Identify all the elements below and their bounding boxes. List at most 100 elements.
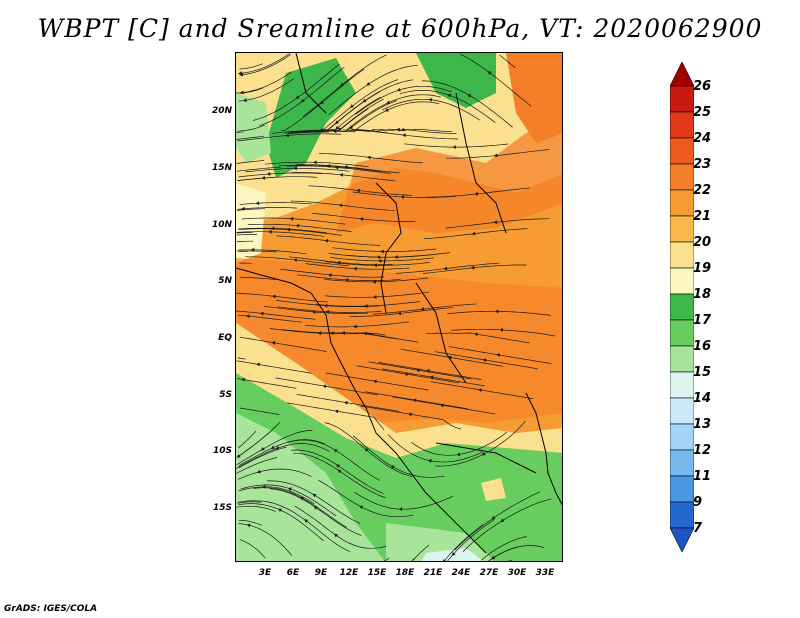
streamline	[324, 79, 414, 130]
streamline	[247, 223, 352, 232]
streamline	[328, 253, 433, 258]
streamline	[305, 263, 410, 270]
colorbar-bottom-triangle	[670, 527, 694, 553]
streamline-arrow	[384, 108, 389, 112]
streamline	[239, 407, 280, 415]
streamline	[365, 391, 468, 410]
streamline-arrow	[363, 331, 368, 336]
colorbar-label: 17	[693, 313, 712, 328]
streamline	[399, 89, 496, 123]
streamline-arrow	[270, 445, 275, 450]
streamline-arrow	[293, 258, 297, 262]
lon-label-18e: 18E	[395, 568, 415, 578]
streamline	[238, 78, 295, 102]
streamline-arrow	[343, 165, 348, 169]
streamline-arrow	[320, 100, 325, 105]
lightgreen-nw-patch	[236, 93, 271, 163]
streamline	[411, 544, 430, 561]
streamline-arrow	[452, 145, 456, 150]
streamline	[275, 377, 378, 396]
colorbar-box	[670, 397, 694, 425]
streamline-arrow	[334, 409, 339, 414]
streamline	[426, 332, 530, 344]
colorbar-label: 15	[693, 365, 712, 380]
streamline	[332, 247, 437, 252]
streamline	[291, 172, 396, 182]
streamline-arrow	[287, 487, 292, 492]
colorbar-box	[670, 293, 694, 321]
streamline-arrow	[467, 94, 472, 98]
streamline	[259, 66, 345, 127]
colorbar-box	[670, 345, 694, 373]
streamline-arrow	[420, 307, 425, 311]
streamline-arrow	[299, 496, 304, 501]
streamline	[294, 505, 387, 549]
chart-title: WBPT [C] and Sreamline at 600hPa, VT: 20…	[37, 14, 763, 43]
streamline	[499, 54, 516, 69]
streamline-arrow	[415, 368, 420, 373]
streamline-arrow	[390, 465, 395, 469]
colorbar-label: 7	[693, 521, 703, 536]
colorbar-label: 12	[693, 443, 712, 458]
streamline-arrow	[333, 533, 338, 538]
streamline	[286, 165, 391, 174]
streamline	[236, 292, 328, 303]
colorbar-box	[670, 475, 694, 503]
streamline-arrow	[317, 331, 322, 336]
streamline-arrow	[443, 266, 448, 271]
streamline-arrow	[335, 125, 340, 130]
streamline	[360, 405, 462, 430]
streamline-arrow	[272, 294, 276, 299]
streamline	[260, 500, 350, 552]
streamline-arrow	[242, 98, 247, 103]
colorbar-label: 19	[693, 261, 712, 276]
streamline	[239, 54, 291, 76]
streamline-arrow	[334, 165, 339, 170]
lat-label-eq: EQ	[218, 333, 232, 343]
colorbar-label: 21	[693, 209, 712, 224]
streamline-arrow	[295, 95, 300, 100]
streamline-arrow	[256, 469, 261, 474]
streamline-arrow	[344, 278, 349, 282]
streamline	[445, 149, 550, 159]
streamline	[277, 306, 382, 313]
streamline	[280, 268, 384, 278]
streamline	[293, 452, 386, 499]
streamline	[383, 557, 390, 561]
streamline-arrow	[372, 295, 377, 299]
streamline	[435, 351, 538, 370]
streamline	[352, 435, 445, 478]
streamline	[288, 96, 381, 135]
streamline	[289, 256, 393, 266]
streamline	[240, 484, 337, 517]
colorbar-box	[670, 501, 694, 529]
colorbar-box	[670, 189, 694, 217]
streamline	[382, 98, 480, 121]
streamline	[310, 79, 399, 132]
streamline	[239, 87, 264, 94]
colorbar-label: 11	[693, 469, 712, 484]
streamline	[276, 300, 380, 308]
streamline	[319, 153, 423, 164]
streamline	[269, 488, 362, 536]
streamline	[488, 546, 518, 561]
streamline-arrow	[353, 324, 357, 329]
lon-label-21e: 21E	[423, 568, 443, 578]
streamline-arrow	[451, 551, 456, 556]
streamline-arrow	[312, 493, 317, 498]
streamline	[239, 63, 263, 70]
streamline-arrow	[270, 226, 275, 231]
lon-label-6e: 6E	[286, 568, 300, 578]
streamline-arrow	[470, 265, 475, 270]
streamline-arrow	[239, 72, 244, 77]
streamline-arrow	[256, 362, 260, 367]
streamline-arrow	[260, 446, 265, 451]
streamline	[239, 336, 327, 352]
streamline	[236, 360, 312, 374]
streamline-arrow	[304, 519, 309, 523]
green-north-patch-1	[266, 58, 356, 178]
streamline-arrow	[376, 255, 381, 260]
streamline	[236, 310, 316, 320]
streamline	[237, 357, 246, 360]
streamline	[264, 306, 368, 314]
